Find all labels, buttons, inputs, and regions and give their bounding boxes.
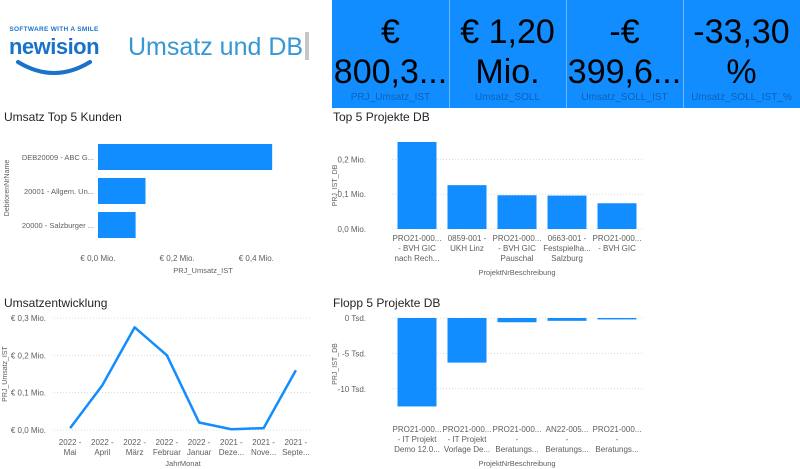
y-axis-title: PRJ_IST_DB [332,164,339,206]
bar [447,185,487,229]
umsatzentwicklung-chart[interactable]: PRJ_Umsatz_IST € 0,0 Mio. € 0,1 Mio. € 0,2 … [0,310,320,469]
x-tick-label: 2022 -April [91,438,114,457]
x-tick-label: € 0,4 Mio. [239,254,274,263]
y-tick-label: -10 Tsd. [338,385,366,394]
kpi-card-umsatz-soll-ist[interactable]: -€ 399,6... Umsatz_SOLL_IST [566,0,683,106]
kpi-card-umsatz-soll-ist-pct[interactable]: -33,30 % Umsatz_SOLL_IST_% [683,0,800,106]
kpi-divider [566,0,567,108]
kpi-cards: € 800,3... PRJ_Umsatz_IST € 1,20 Mio. Um… [332,0,800,108]
kpi-card-umsatz-soll[interactable]: € 1,20 Mio. Umsatz_SOLL [449,0,566,106]
top5-kunden-chart[interactable]: DebitorenNrName DEB20009 - ABC G... 20001 … [0,128,320,278]
kpi-divider [449,0,450,108]
x-axis-title: JahrMonat [165,459,201,468]
y-tick-label: € 0,2 Mio. [11,351,46,360]
y-tick-label: DEB20009 - ABC G... [22,153,94,162]
x-tick-label: € 0,0 Mio. [80,254,115,263]
y-tick-label: € 0,1 Mio. [11,389,46,398]
kpi-value: -33,30 % [693,13,790,91]
x-tick-label: 2022 -Februar [153,438,181,457]
x-axis-title: ProjektNrBeschreibung [478,459,555,468]
kpi-value: € 1,20 Mio. [460,13,555,91]
bar [497,195,537,229]
chart-title-umsatzentwicklung: Umsatzentwicklung [4,296,108,310]
y-tick-label: 0 Tsd. [345,314,366,323]
x-tick-label: € 0,2 Mio. [160,254,195,263]
y-tick-label: € 0,3 Mio. [11,314,46,323]
x-tick-label: 0663-001 -Festspielha... Salzburg [543,234,591,263]
x-tick-label: PRO21-000... - IT Projekt Demo 12.0... [393,425,442,454]
smile-icon [16,60,92,75]
title-divider [305,32,309,60]
flopp5-projekte-chart[interactable]: PRJ_IST_DB 0 Tsd. -5 Tsd. -10 Tsd. PRO21-000… [330,310,650,469]
y-tick-label: 0,2 Mio. [338,155,366,164]
kpi-card-umsatz-ist[interactable]: € 800,3... PRJ_Umsatz_IST [332,0,449,106]
x-tick-label: 2021 -Septe... [282,438,310,457]
x-tick-label: AN22-005... -Beratungs... [545,425,588,454]
page-title: Umsatz und DB [128,33,304,61]
kpi-divider [683,0,684,108]
bar [447,318,487,363]
y-tick-label: € 0,0 Mio. [11,426,46,435]
series-line [69,326,297,431]
bar [547,318,587,321]
bar [397,142,437,229]
y-tick-label: 20000 - Salzburger ... [22,221,94,230]
y-tick-label: 20001 - Allgem. Un... [24,187,94,196]
x-tick-label: 2022 -März [123,438,146,457]
x-tick-label: PRO21-000... - BVH GIC Pauschal [493,234,542,263]
bar [98,144,273,170]
x-tick-label: PRO21-000... -Beratungs... [593,425,642,454]
x-tick-label: 0859-001 -UKH Linz [448,234,487,253]
y-tick-label: 0,1 Mio. [338,190,366,199]
bar [397,318,437,407]
kpi-label: Umsatz_SOLL_IST_% [691,92,792,103]
logo-wordmark: newision [8,34,100,59]
kpi-label: Umsatz_SOLL [474,92,541,103]
chart-title-top5-projekte: Top 5 Projekte DB [333,110,430,124]
x-axis-title: ProjektNrBeschreibung [478,268,555,277]
top5-projekte-chart[interactable]: PRJ_IST_DB 0,0 Mio. 0,1 Mio. 0,2 Mio. PRO21-… [330,128,650,278]
y-tick-label: -5 Tsd. [342,349,366,358]
kpi-value: € 800,3... [333,13,448,91]
bar [547,195,587,229]
x-tick-label: PRO21-000... -Beratungs... [493,425,542,454]
x-tick-label: PRO21-000... - BVH GIC nach Rech... [393,234,442,263]
y-axis-title: DebitorenNrName [4,160,11,217]
y-axis-title: PRJ_IST_DB [332,343,339,385]
x-tick-label: PRO21-000... - IT Projekt Vorlage De... [443,425,492,454]
kpi-value: -€ 399,6... [567,13,682,91]
bar [597,318,637,320]
logo-tagline: SOFTWARE WITH A SMILE [9,26,99,33]
x-tick-label: 2021 -Deze... [219,438,244,457]
bar [497,318,537,323]
x-tick-label: PRO21-000... - BVH GIC [593,234,642,253]
x-tick-label: 2022 -Mai [59,438,82,457]
x-axis-title: PRJ_Umsatz_IST [173,266,233,275]
kpi-label: Umsatz_SOLL_IST [581,92,668,103]
y-axis-title: PRJ_Umsatz_IST [2,345,9,401]
bar [597,203,637,229]
x-tick-label: 2021 -Nove... [251,438,276,457]
y-tick-label: 0,0 Mio. [338,225,366,234]
chart-title-top5-kunden: Umsatz Top 5 Kunden [4,110,122,124]
kpi-label: PRJ_Umsatz_IST [350,92,431,103]
brand-logo: SOFTWARE WITH A SMILE newision [6,26,102,78]
bar [98,178,146,204]
x-tick-label: 2022 -Januar [187,438,212,457]
chart-title-flopp5-projekte: Flopp 5 Projekte DB [333,296,441,310]
bar [98,212,136,238]
